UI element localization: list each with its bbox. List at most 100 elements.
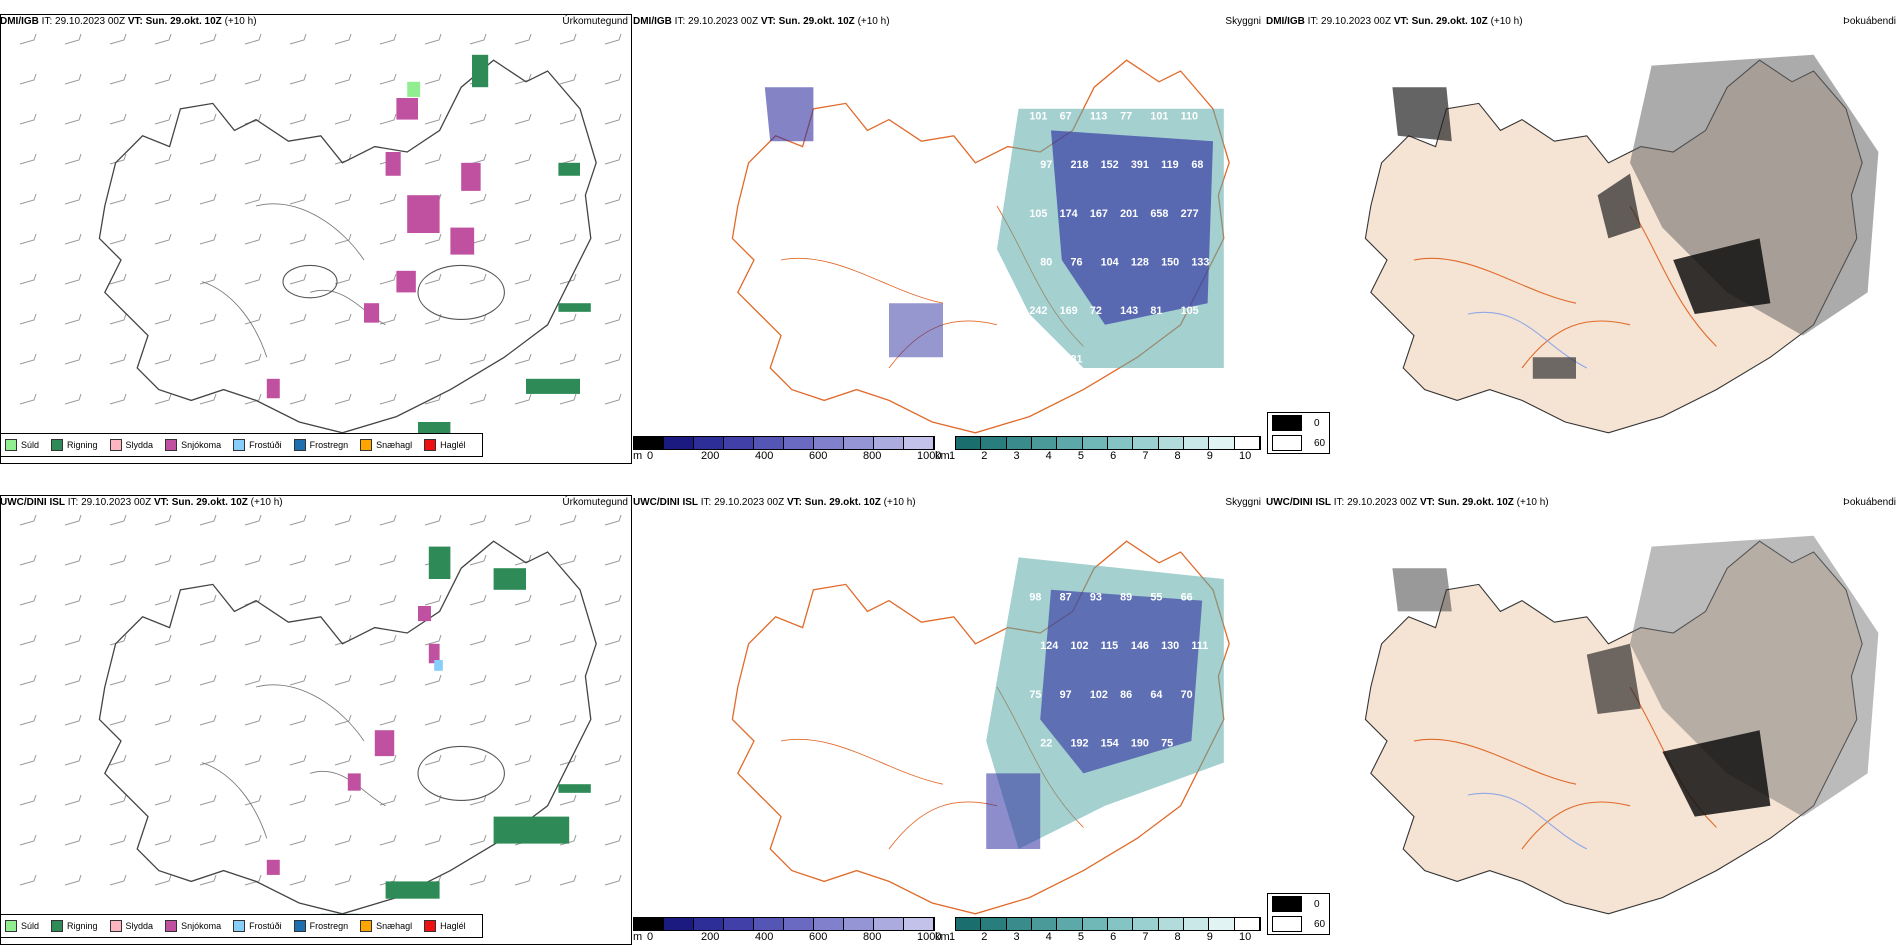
wind-barb [379,554,397,566]
colorbar-cell [664,918,694,930]
colorbar-cell [1006,437,1032,449]
fog-key-swatch [1272,916,1302,932]
legend-swatch [51,920,64,932]
wind-barb [289,33,307,45]
cloud-base-label: 87 [1060,592,1072,604]
wind-barb [109,754,127,766]
wind-barb [514,233,532,245]
wind-barb [334,754,352,766]
wind-barb [514,674,532,686]
field-name: Úrkomutegund [562,16,628,27]
wind-barb [64,313,82,325]
wind-barb [64,33,82,45]
wind-barb [109,153,127,165]
wind-barb [559,794,577,806]
field-name: Þokuábendi [1843,16,1896,27]
cloud-base-label: 75 [1029,689,1041,701]
colorbar-cell [664,437,694,449]
wind-barb [334,353,352,365]
cloud-base-label: 128 [1131,256,1149,268]
wind-barb [64,193,82,205]
panel-header: DMI/IGB IT: 29.10.2023 00Z VT: Sun. 29.o… [633,14,1265,30]
wind-barb [514,313,532,325]
wind-barb [559,754,577,766]
wind-barb [559,674,577,686]
wind-barb [559,714,577,726]
wind-barb [244,514,262,526]
valid-time-label: VT: [1419,497,1435,508]
colorbar-tick-label: 0 [647,450,654,462]
model-name: DMI/IGB [633,16,672,27]
wind-barb [289,273,307,285]
legend-item-snaehagl: Snæhagl [360,439,412,451]
cloud-base-label: 76 [1070,256,1082,268]
colorbar-cell [634,437,664,449]
cloud-base-label: 115 [1101,640,1118,652]
colorbar-cell [1107,918,1134,930]
model-name: DMI/IGB [1266,16,1305,27]
wind-barb [334,874,352,886]
wind-barb [19,834,37,846]
valid-time: Sun. 29.okt. 10Z [145,16,222,27]
wind-barb [109,73,127,85]
wind-barb [289,153,307,165]
wind-barb [469,594,487,606]
model-name: DMI/IGB [0,16,39,27]
wind-barb [424,153,442,165]
colorbar-tick-label: 10 [1239,450,1252,462]
colorbar-cell [904,918,934,930]
wind-barb [469,153,487,165]
wind-barb [109,594,127,606]
cloud-base-label: 97 [1060,689,1072,701]
cloud-base-label: 55 [1150,592,1162,604]
legend-item-sudl: Súld [5,439,39,451]
wind-barb [154,834,172,846]
wind-barb [64,794,82,806]
fog-key-item: 60 [1268,433,1329,453]
legend-item-slydda: Slydda [109,439,153,451]
colorbar-tick-label: 4 [1045,931,1052,943]
colorbar-tick-label: 400 [755,450,774,462]
wind-barb [199,113,217,125]
fog-key-item: 60 [1268,914,1329,934]
colorbar-cell [1234,918,1260,930]
wind-barb [559,313,577,325]
wind-barb [469,313,487,325]
wind-barb [379,714,397,726]
cloud-base-label: 72 [1090,305,1102,317]
colorbar-cell [754,437,784,449]
wind-barb [19,714,37,726]
wind-barb [289,874,307,886]
cloud-base-label: 10 [1040,354,1052,366]
cloud-base-label: 143 [1120,305,1138,317]
colorbar-cell [1031,437,1058,449]
wind-barb [154,193,172,205]
wind-barb [64,353,82,365]
wind-barb [604,634,622,646]
legend-swatch [51,439,64,451]
wind-barb [604,794,622,806]
wind-barb [559,834,577,846]
clouds-map: 98 87 93 89 55 66 124 102 115 146 130 111 75 97 102 86 6… [731,540,1230,915]
wind-barb [334,313,352,325]
valid-time: Sun. 29.okt. 10Z [1437,497,1514,508]
legend-swatch [233,439,246,451]
wind-barb [559,634,577,646]
wind-barb [559,594,577,606]
wind-barb [64,554,82,566]
field-name: Skyggni [1225,16,1261,27]
colorbar-cell [724,437,754,449]
wind-barb [289,73,307,85]
wind-barb [469,233,487,245]
colorbar-cell [1031,918,1058,930]
wind-barb [604,674,622,686]
wind-barb [64,514,82,526]
wind-barb [469,273,487,285]
cloud-base-label: 75 [1161,737,1173,749]
cloud-base-label: 110 [1181,111,1198,123]
cloud-base-label: 119 [1161,159,1178,171]
colorbar-tick-label: 9 [1206,931,1213,943]
wind-barb [109,393,127,405]
cloud-base-label: 154 [1101,737,1119,749]
cloud-base-label: 104 [1101,256,1119,268]
